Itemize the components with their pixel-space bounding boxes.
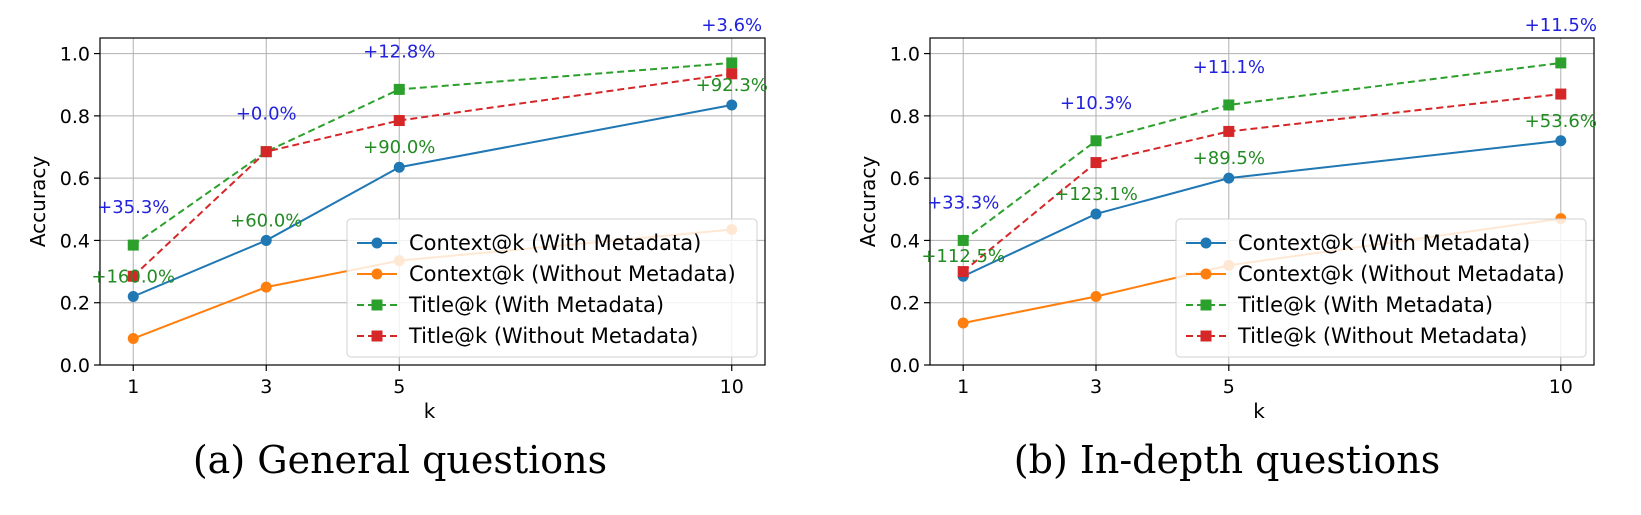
- legend-label: Context@k (With Metadata): [1238, 231, 1530, 255]
- x-tick-label: 1: [127, 376, 139, 398]
- legend-label: Title@k (Without Metadata): [408, 324, 698, 348]
- legend-box: [1175, 218, 1587, 358]
- series-line-title_without: [132, 72, 732, 277]
- x-tick-label: 3: [1090, 376, 1102, 398]
- legend-marker-title_with: [371, 299, 383, 311]
- x-tick-label: 1: [957, 376, 969, 398]
- y-tick-label: 0.0: [60, 355, 90, 377]
- data-point-ctx_without: [127, 333, 139, 345]
- annotation-title-gain: +33.3%: [927, 192, 999, 213]
- plot-frame: [929, 37, 1595, 366]
- annotation-title-gain: +3.6%: [701, 15, 762, 36]
- data-point-title_with: [1090, 135, 1102, 147]
- y-tick-label: 0.8: [890, 106, 920, 128]
- y-tick-label: 0.2: [60, 293, 90, 315]
- y-tick-label: 0.4: [60, 230, 90, 252]
- y-tick-label: 0.0: [890, 355, 920, 377]
- y-tick-label: 0.4: [890, 230, 920, 252]
- legend-marker-ctx_without: [371, 268, 383, 280]
- legend-marker-title_without: [371, 330, 383, 342]
- series-line-title_with: [132, 61, 732, 246]
- legend-marker-ctx_with: [1200, 237, 1212, 249]
- data-point-ctx_without: [260, 281, 272, 293]
- series-line-ctx_with: [132, 103, 732, 298]
- y-tick-label: 0.2: [890, 293, 920, 315]
- data-point-title_without: [393, 115, 405, 127]
- data-point-ctx_with: [127, 290, 139, 302]
- y-axis-label: Accuracy: [856, 156, 880, 247]
- data-point-title_with: [726, 57, 738, 69]
- data-point-title_with: [1555, 57, 1567, 69]
- data-point-title_without: [127, 270, 139, 282]
- annotation-title-gain: +11.5%: [1525, 15, 1597, 36]
- y-axis-label: Accuracy: [26, 156, 50, 247]
- data-point-ctx_without: [957, 317, 969, 329]
- data-point-title_with: [1223, 99, 1235, 111]
- y-tick-label: 1.0: [890, 44, 920, 66]
- legend-marker-ctx_with: [371, 237, 383, 249]
- annotation-context-gain: +112.5%: [921, 246, 1005, 267]
- legend-marker-ctx_without: [1200, 268, 1212, 280]
- annotation-title-gain: +35.3%: [97, 197, 169, 218]
- y-tick-label: 0.6: [60, 168, 90, 190]
- plot-frame: [99, 37, 766, 366]
- data-point-title_without: [1223, 125, 1235, 137]
- y-tick-label: 0.6: [890, 168, 920, 190]
- x-tick-label: 10: [1549, 376, 1573, 398]
- annotation-context-gain: +123.1%: [1054, 184, 1138, 205]
- legend-label: Title@k (With Metadata): [1237, 293, 1493, 317]
- data-point-ctx_with: [1090, 208, 1102, 220]
- annotation-context-gain: +160.0%: [91, 266, 175, 287]
- annotation-title-gain: +12.8%: [363, 41, 435, 62]
- data-point-title_with: [957, 234, 969, 246]
- series-line-ctx_with: [962, 139, 1561, 278]
- annotation-context-gain: +89.5%: [1193, 148, 1265, 169]
- data-point-ctx_with: [260, 234, 272, 246]
- legend-label: Context@k (With Metadata): [409, 231, 701, 255]
- data-point-title_without: [1090, 157, 1102, 169]
- data-point-ctx_with: [1223, 172, 1235, 184]
- annotation-title-gain: +11.1%: [1193, 57, 1265, 78]
- chart-panel-b: 0.0 0.2 0.4 0.6 0.8 1.0 1 3 5 10 k Accuracy Context@…: [856, 15, 1597, 482]
- x-axis-label: k: [1253, 399, 1265, 423]
- data-point-title_without: [957, 266, 969, 278]
- x-tick-label: 5: [1223, 376, 1235, 398]
- legend-marker-title_without: [1200, 330, 1212, 342]
- data-point-title_with: [393, 83, 405, 95]
- legend-label: Title@k (Without Metadata): [1237, 324, 1527, 348]
- annotation-context-gain: +90.0%: [363, 137, 435, 158]
- x-tick-label: 5: [393, 376, 405, 398]
- x-tick-label: 3: [260, 376, 272, 398]
- data-point-title_with: [127, 239, 139, 251]
- figure-caption: (b) In-depth questions: [1014, 438, 1440, 482]
- data-point-title_without: [1555, 88, 1567, 100]
- series-line-title_with: [962, 61, 1561, 242]
- legend-marker-title_with: [1200, 299, 1212, 311]
- annotation-context-gain: +92.3%: [696, 75, 768, 96]
- x-axis-label: k: [424, 399, 436, 423]
- legend-label: Context@k (Without Metadata): [1238, 262, 1565, 286]
- y-tick-label: 0.8: [60, 106, 90, 128]
- legend-label: Context@k (Without Metadata): [409, 262, 736, 286]
- data-point-ctx_with: [393, 161, 405, 173]
- data-point-ctx_with: [1555, 135, 1567, 147]
- data-point-ctx_with: [726, 99, 738, 111]
- series-line-title_without: [962, 93, 1561, 273]
- annotation-context-gain: +60.0%: [230, 210, 302, 231]
- legend-label: Title@k (With Metadata): [408, 293, 664, 317]
- y-tick-label: 1.0: [60, 44, 90, 66]
- figure-caption: (a) General questions: [193, 438, 607, 482]
- annotation-context-gain: +53.6%: [1525, 111, 1597, 132]
- data-point-title_without: [260, 146, 272, 158]
- data-point-title_without: [726, 68, 738, 80]
- legend-box: [346, 218, 758, 358]
- chart-panel-a: 0.0 0.2 0.4 0.6 0.8 1.0 1 3 5 10 k Accuracy Context@…: [26, 15, 768, 482]
- annotation-title-gain: +10.3%: [1060, 93, 1132, 114]
- annotation-title-gain: +0.0%: [236, 104, 297, 125]
- data-point-ctx_without: [1090, 290, 1102, 302]
- x-tick-label: 10: [720, 376, 744, 398]
